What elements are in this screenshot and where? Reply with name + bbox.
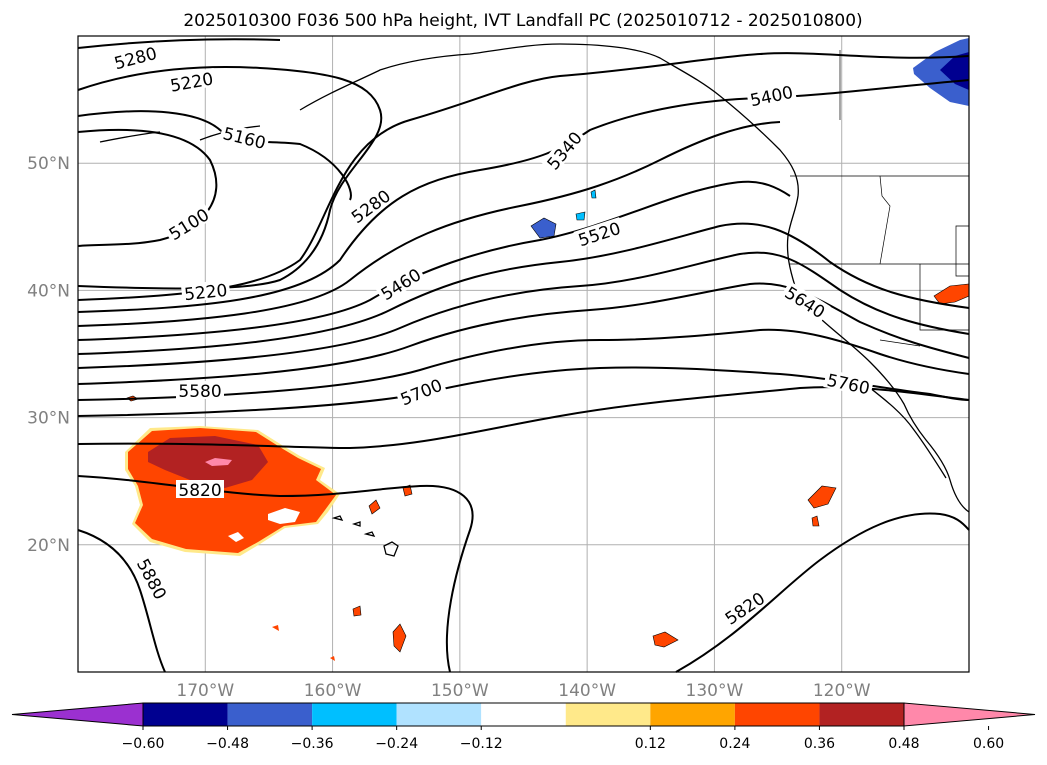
- ivt-negative-3: [590, 189, 597, 199]
- colorbar-segment: [396, 703, 482, 726]
- ivt-small-6: [652, 631, 679, 648]
- contour-label-bg: [719, 586, 770, 629]
- ivt-gap-1: [268, 508, 300, 524]
- colorbar-segment: [481, 703, 566, 726]
- colorbar-extend-max: [903, 702, 1036, 727]
- lat-tick-label: 50°N: [27, 154, 70, 174]
- colorbar-tick-label: 0.48: [888, 736, 919, 752]
- height-contours: [77, 38, 970, 673]
- contour-label-bg: [375, 263, 426, 304]
- contour-label-bg: [573, 217, 625, 250]
- contour-line: [675, 512, 970, 673]
- colorbar-segment: [565, 703, 651, 726]
- contour-label-group: 5580: [176, 381, 224, 402]
- map-panel: 5100516052205220528052805340540054605520…: [27, 35, 970, 701]
- coastline: [859, 379, 947, 479]
- ivt-negative-2: [575, 211, 586, 221]
- ivt-small-11: [330, 656, 335, 661]
- colorbar-segment: [734, 703, 820, 726]
- ivt-gap-2: [228, 532, 244, 542]
- state-border: [790, 50, 970, 347]
- colorbar-tick-label: −0.24: [375, 736, 418, 752]
- contour-label-bg: [219, 122, 271, 152]
- contour-label-group: 5820: [176, 480, 224, 501]
- contour-label: 5220: [183, 281, 228, 305]
- ivt-small-8: [811, 515, 820, 527]
- contour-label-bg: [180, 279, 231, 303]
- contour-label-bg: [176, 381, 224, 399]
- contour-line: [77, 38, 281, 49]
- contour-line: [77, 251, 970, 369]
- contour-line: [77, 66, 383, 290]
- colorbar-segment: [227, 703, 313, 726]
- contour-line: [77, 222, 970, 355]
- ivt-small-7: [807, 485, 837, 509]
- lon-tick-label: 130°W: [686, 681, 744, 701]
- colorbar-segment: [819, 703, 904, 726]
- contour-line: [77, 52, 970, 301]
- contour-label-bg: [166, 68, 217, 95]
- contour-label-bg: [746, 81, 797, 109]
- colorbar-segment: [650, 703, 735, 726]
- ivt-small-2: [368, 499, 381, 515]
- lat-tick-label: 40°N: [27, 281, 70, 301]
- colorbar-tick-label: −0.12: [460, 736, 503, 752]
- ivt-peak: [205, 458, 232, 466]
- colorbar-extend-min: [11, 702, 144, 727]
- contour-line: [77, 128, 218, 247]
- map-background: [78, 36, 969, 672]
- contour-line: [77, 180, 791, 341]
- lon-tick-label: 140°W: [558, 681, 616, 701]
- colorbar: −0.60 −0.48 −0.36 −0.24 −0.12 0.12 0.24 0.36 0.4…: [11, 702, 1036, 752]
- ivt-small-10: [272, 625, 279, 631]
- contour-label-bg: [541, 125, 587, 175]
- contour-label-bg: [133, 553, 172, 605]
- contour-label-bg: [780, 281, 831, 322]
- contour-label-bg: [823, 369, 874, 397]
- lon-tick-label: 120°W: [813, 681, 871, 701]
- contour-label-bg: [395, 373, 447, 409]
- colorbar-tick-label: 0.24: [719, 736, 750, 752]
- coastline: [299, 43, 970, 513]
- contour-label-group: 5220: [180, 279, 231, 305]
- contour-line: [77, 121, 781, 327]
- coastlines: [99, 43, 970, 557]
- lon-tick-label: 160°W: [304, 681, 362, 701]
- contour-label-bg: [163, 203, 214, 244]
- ivt-small-4: [352, 605, 362, 617]
- contour-label-group: 5760: [823, 369, 874, 399]
- contour-line: [77, 328, 970, 401]
- colorbar-tick-label: 0.36: [804, 736, 835, 752]
- contour-label-bg: [176, 480, 224, 498]
- contour-line: [77, 366, 970, 417]
- ivt-small-5: [392, 623, 407, 653]
- contour-line: [77, 282, 970, 385]
- map-frame: [77, 35, 970, 673]
- colorbar-tick-label: 0.12: [635, 736, 666, 752]
- colorbar-tick-label: −0.36: [291, 736, 334, 752]
- contour-label-bg: [345, 184, 395, 227]
- lon-tick-label: 170°W: [176, 681, 234, 701]
- contour-line: [77, 529, 166, 673]
- hawaii: [331, 515, 399, 557]
- ivt-shading: [125, 38, 970, 661]
- ivt-negative-1: [530, 217, 557, 239]
- colorbar-tick-label: −0.60: [122, 736, 165, 752]
- colorbar-tick-label: 0.60: [973, 736, 1004, 752]
- chart-title: 2025010300 F036 500 hPa height, IVT Land…: [183, 11, 862, 31]
- contour-label: 5580: [178, 382, 221, 402]
- ivt-negative-ne: [913, 38, 969, 106]
- colorbar-frame: [142, 702, 905, 727]
- lat-tick-label: 20°N: [27, 536, 70, 556]
- axis-ticks: 170°W 160°W 150°W 140°W 130°W 120°W 20°N 30°N 40…: [27, 154, 871, 701]
- lat-tick-label: 30°N: [27, 409, 70, 429]
- colorbar-tick-label: −0.48: [206, 736, 249, 752]
- contour-label-bg: [109, 42, 161, 73]
- lon-tick-label: 150°W: [431, 681, 489, 701]
- colorbar-segment: [312, 703, 397, 726]
- colorbar-segment: [143, 703, 228, 726]
- contour-label: 5820: [178, 481, 221, 501]
